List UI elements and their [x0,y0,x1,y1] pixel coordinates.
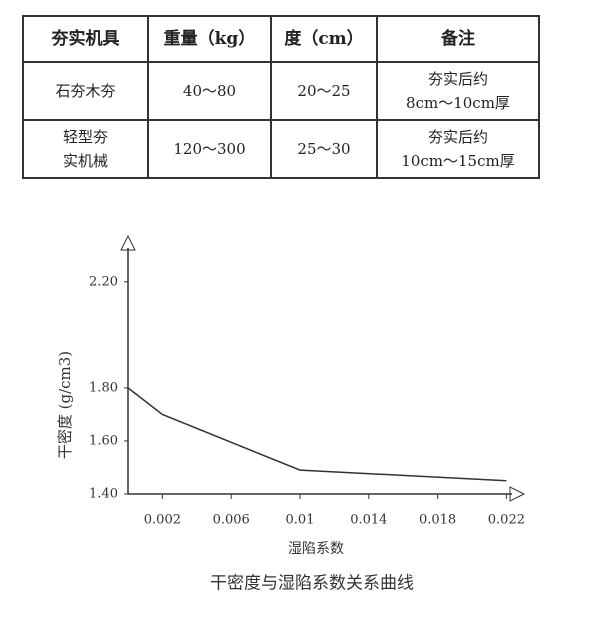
table-row: 石夯木夯 40～80 20～25 夯实后约 8cm～10cm厚 [22,61,540,121]
header-cell: 度（cm） [270,15,378,63]
table-cell: 25～30 [270,119,378,179]
table-cell: 石夯木夯 [22,61,149,121]
data-line [127,387,507,482]
x-tick-label: 0.014 [350,513,387,528]
table-cell: 轻型夯 实机械 [22,119,149,179]
cell-line: 石夯木夯 [55,82,116,100]
table-cell: 夯实后约 8cm～10cm厚 [376,61,540,121]
table-row: 轻型夯实机械 120～300 25～30 夯实后约 10cm～15cm厚 [22,119,540,179]
table-cell: 夯实后约 10cm～15cm厚 [376,119,540,179]
y-tick-label: 1.40 [89,487,118,502]
cell-line: 25～30 [297,140,351,158]
x-axis-label: 湿陷系数 [288,541,344,557]
x-tick-label: 0.002 [144,513,181,528]
y-tick-label: 1.60 [89,433,118,448]
table-cell: 120～300 [147,119,272,179]
cell-line: 夯实后约 [427,128,488,146]
caption: 干密度与湿陷系数关系曲线 [210,574,414,594]
table-cell: 40～80 [147,61,272,121]
table-cell: 20～25 [270,61,378,121]
cell-line: 120～300 [173,140,246,158]
cell-line: 40～80 [182,82,237,100]
cell-line: 10cm～15cm厚 [401,152,515,170]
header-cell: 夯实机具 [22,15,149,63]
x-tick-label: 0.006 [213,513,250,528]
cell-line: 夯实后约 [427,70,488,88]
x-tick-label: 0.018 [419,513,456,528]
cell-line: 8cm～10cm厚 [406,94,510,112]
data-table: 夯实机具 重量（kg） 度（cm） 备注 石夯木夯 40～80 20～25 夯实后约 8cm～… [22,15,540,179]
x-arrow [509,486,526,502]
x-tick-label: 0.01 [286,513,315,528]
header-cell: 备注 [376,15,540,63]
header-row: 夯实机具 重量（kg） 度（cm） 备注 [22,15,540,63]
x-tick-label: 0.022 [488,513,525,528]
cell-line: 轻型夯 [62,128,108,146]
cell-line: 20～25 [297,82,351,100]
cell-line: 实机械 [62,152,108,170]
y-tick-label: 1.80 [89,380,118,395]
header-cell: 重量（kg） [147,15,272,63]
y-axis-label: 干密度 (g/cm3) [56,351,74,459]
y-arrow [120,234,136,251]
y-tick-label: 2.20 [89,274,118,289]
